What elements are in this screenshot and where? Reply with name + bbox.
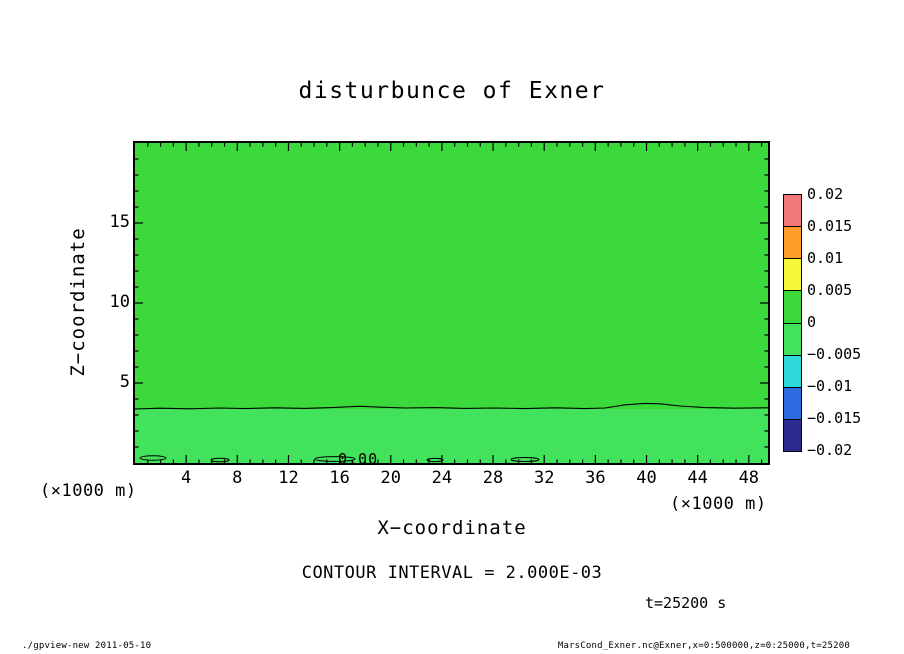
plot-area [133,141,770,465]
x-tick-label: 28 [482,468,504,488]
colorbar-segment [784,227,801,260]
colorbar-tick-label: −0.015 [807,409,862,427]
x-tick-label: 12 [278,468,299,488]
x-tick-label: 4 [181,468,192,488]
contour-interval-text: CONTOUR INTERVAL = 2.000E-03 [301,563,603,583]
colorbar-tick-label: −0.02 [807,441,853,459]
zero-contour-line [135,402,768,410]
colorbar-segment [784,291,801,324]
x-tick-label: 20 [380,468,401,488]
y-tick-label: 10 [109,292,130,312]
colorbar-tick-label: −0.005 [807,345,862,363]
x-axis-unit-label: (×1000 m) [670,494,767,514]
colorbar-tick-label: 0 [807,313,817,331]
contour-overlay [135,143,768,463]
colorbar-tick-label: −0.01 [807,377,853,395]
chart-title: disturbunce of Exner [298,78,606,104]
minor-contour-loop [510,457,540,462]
x-tick-label: 16 [329,468,350,488]
y-tick-label: 5 [119,372,130,392]
contour-label: 0.00 [338,450,379,468]
colorbar-tick-label: 0.01 [807,249,844,267]
minor-contour-loop [210,457,230,463]
x-tick-label: 40 [636,468,657,488]
y-axis-unit-label: (×1000 m) [40,481,137,501]
below-zero-region [135,409,768,463]
colorbar-segment [784,387,801,420]
x-tick-label: 24 [431,468,453,488]
colorbar [783,194,802,452]
minor-contour-loop [426,457,444,463]
colorbar-segment [784,419,801,451]
footer-right: MarsCond_Exner.nc@Exner,x=0:500000,z=0:2… [557,641,850,651]
y-tick-label: 15 [109,212,130,232]
colorbar-tick-label: 0.005 [807,281,853,299]
minor-contour-loop [139,455,167,461]
colorbar-segment [784,259,801,292]
x-axis-title: X−coordinate [377,517,527,539]
x-tick-label: 36 [585,468,606,488]
x-tick-label: 32 [533,468,555,488]
footer-left: ./gpview-new 2011-05-10 [22,641,152,651]
colorbar-tick-label: 0.015 [807,217,853,235]
x-tick-label: 8 [232,468,243,488]
x-tick-label: 48 [738,468,760,488]
x-tick-label: 44 [687,468,708,488]
time-text: t=25200 s [645,594,727,612]
colorbar-tick-label: 0.02 [807,185,844,203]
colorbar-segment [784,355,801,388]
colorbar-segment [784,323,801,356]
colorbar-segment [784,195,801,228]
minor-contour-loop [314,456,356,462]
